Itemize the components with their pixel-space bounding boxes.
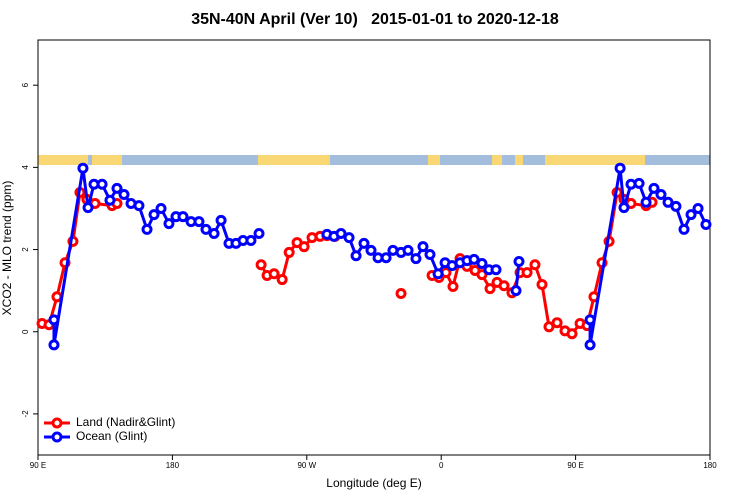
point	[484, 283, 496, 295]
point	[253, 228, 265, 240]
point	[424, 248, 436, 260]
point	[432, 268, 444, 280]
point	[343, 232, 355, 244]
point	[513, 255, 525, 267]
x-tick-label: 90 E	[30, 461, 46, 470]
point	[193, 216, 205, 228]
y-tick-label: -2	[21, 410, 30, 418]
land-strip	[258, 155, 330, 165]
point	[335, 228, 347, 240]
point	[298, 241, 310, 253]
x-tick-label: 90 W	[297, 461, 316, 470]
point	[96, 178, 108, 190]
x-axis-label: Longitude (deg E)	[326, 476, 421, 490]
x-tick-label: 180	[166, 461, 180, 470]
point	[685, 209, 697, 221]
land-strip	[492, 155, 502, 165]
point	[417, 241, 429, 253]
point	[678, 223, 690, 235]
point	[648, 182, 660, 194]
chart-title: 35N-40N April (Ver 10) 2015-01-01 to 202…	[191, 11, 559, 28]
point	[358, 237, 370, 249]
point	[529, 259, 541, 271]
point	[468, 253, 480, 265]
point	[141, 223, 153, 235]
point	[148, 209, 160, 221]
point	[133, 200, 145, 212]
point	[536, 278, 548, 290]
point	[51, 291, 63, 303]
point	[77, 162, 89, 174]
point	[48, 339, 60, 351]
point	[584, 339, 596, 351]
point	[177, 211, 189, 223]
point	[476, 269, 488, 281]
point	[118, 188, 130, 200]
point	[566, 328, 578, 340]
point	[584, 314, 596, 326]
point	[447, 281, 459, 293]
point	[692, 202, 704, 214]
land-strip	[428, 155, 440, 165]
point	[498, 280, 510, 292]
point	[551, 317, 563, 329]
x-tick-label: 90 E	[567, 461, 583, 470]
ocean-strip	[38, 155, 710, 165]
point	[268, 268, 280, 280]
point	[700, 218, 712, 230]
point	[395, 288, 407, 300]
series-line	[41, 189, 653, 336]
legend-label: Ocean (Glint)	[76, 429, 147, 443]
point	[476, 258, 488, 270]
point	[283, 246, 295, 258]
y-tick-label: 6	[21, 82, 30, 87]
y-tick-label: 0	[21, 329, 30, 334]
point	[402, 244, 414, 256]
x-tick-label: 0	[439, 461, 444, 470]
point	[670, 200, 682, 212]
point	[111, 182, 123, 194]
plot-frame	[37, 39, 711, 456]
point	[662, 196, 674, 208]
point	[276, 274, 288, 286]
point	[521, 267, 533, 279]
point	[633, 177, 645, 189]
point	[380, 252, 392, 264]
land-strip	[92, 155, 122, 165]
point	[614, 162, 626, 174]
point	[350, 250, 362, 262]
point	[245, 235, 257, 247]
y-tick-label: 2	[21, 247, 30, 252]
point	[410, 253, 422, 265]
point	[155, 202, 167, 214]
point	[215, 214, 227, 226]
map-strip	[38, 155, 710, 165]
legend-label: Land (Nadir&Glint)	[76, 415, 175, 429]
point	[655, 188, 667, 200]
legend-marker	[51, 417, 63, 429]
point	[104, 194, 116, 206]
land-strip	[545, 155, 645, 165]
point	[163, 218, 175, 230]
x-tick-label: 180	[703, 461, 717, 470]
point	[618, 202, 630, 214]
point	[543, 321, 555, 333]
point	[48, 314, 60, 326]
point	[510, 285, 522, 297]
point	[365, 244, 377, 256]
y-axis-label: XCO2 - MLO trend (ppm)	[0, 181, 14, 316]
point	[200, 223, 212, 235]
land-strip	[515, 155, 523, 165]
land-strip	[38, 155, 88, 165]
point	[208, 228, 220, 240]
point	[82, 202, 94, 214]
point	[255, 259, 267, 271]
point	[490, 264, 502, 276]
y-tick-label: 4	[21, 165, 30, 170]
legend-marker	[51, 431, 63, 443]
point	[640, 196, 652, 208]
